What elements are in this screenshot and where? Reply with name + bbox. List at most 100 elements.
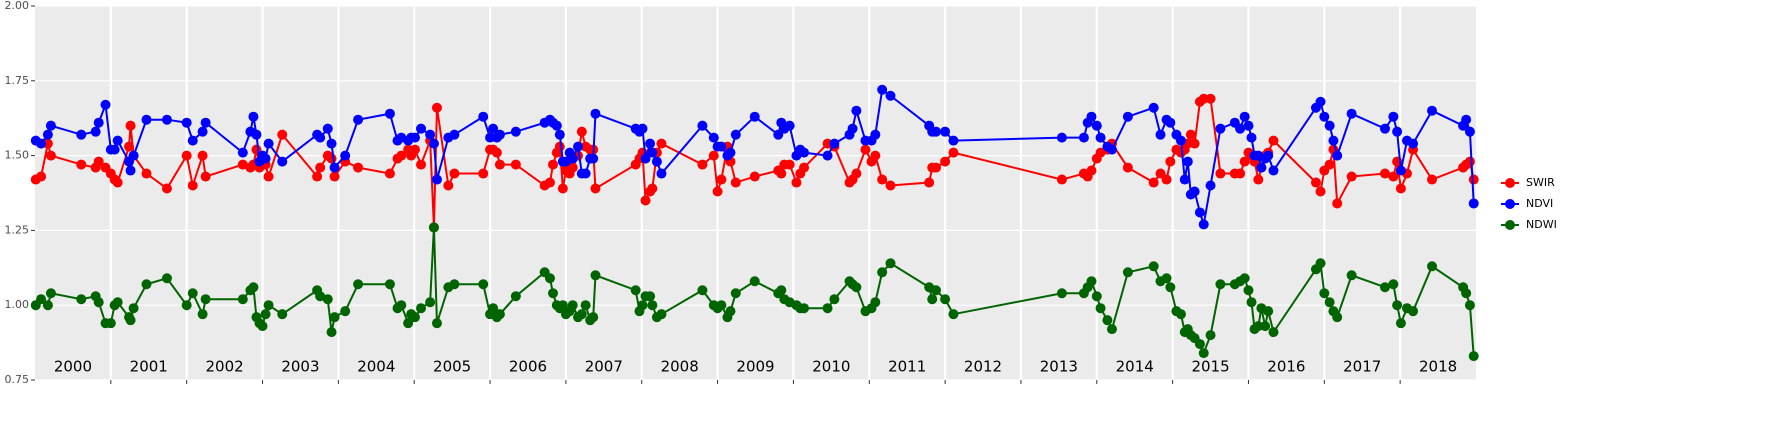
- data-point: [548, 288, 559, 299]
- data-point: [697, 120, 708, 131]
- data-point: [1165, 282, 1176, 293]
- data-point: [1260, 321, 1271, 332]
- data-point: [730, 288, 741, 299]
- data-point: [637, 300, 648, 311]
- data-point: [248, 111, 259, 122]
- data-point: [200, 294, 211, 305]
- y-tick-label: 0.75: [5, 373, 30, 386]
- data-point: [248, 282, 259, 293]
- data-point: [590, 108, 601, 119]
- data-point: [1324, 120, 1335, 131]
- data-point: [187, 180, 198, 191]
- data-point: [1161, 174, 1172, 185]
- data-point: [353, 162, 364, 173]
- data-point: [551, 120, 562, 131]
- data-point: [1315, 258, 1326, 269]
- data-point: [128, 150, 139, 161]
- data-point: [329, 171, 340, 182]
- data-point: [877, 84, 888, 95]
- data-point: [557, 183, 568, 194]
- data-point: [588, 312, 599, 323]
- data-point: [656, 168, 667, 179]
- data-point: [645, 291, 656, 302]
- year-label: 2009: [736, 358, 774, 376]
- data-point: [708, 150, 719, 161]
- data-point: [161, 183, 172, 194]
- data-point: [860, 144, 871, 155]
- data-point: [1198, 348, 1209, 359]
- data-point: [1263, 306, 1274, 317]
- data-point: [870, 297, 881, 308]
- data-point: [1468, 198, 1479, 209]
- data-point: [1392, 300, 1403, 311]
- data-point: [45, 120, 56, 131]
- data-point: [749, 171, 760, 182]
- data-point: [443, 180, 454, 191]
- data-point: [637, 123, 648, 134]
- data-point: [403, 318, 414, 329]
- data-point: [141, 168, 152, 179]
- data-point: [100, 99, 111, 110]
- data-point: [1235, 123, 1246, 134]
- data-point: [1239, 273, 1250, 284]
- data-point: [851, 282, 862, 293]
- data-point: [42, 300, 53, 311]
- data-point: [76, 159, 87, 170]
- data-point: [588, 153, 599, 164]
- data-point: [1102, 315, 1113, 326]
- legend-label: NDWI: [1526, 218, 1557, 231]
- data-point: [1332, 150, 1343, 161]
- data-point: [1091, 120, 1102, 131]
- data-point: [1189, 186, 1200, 197]
- data-point: [580, 300, 591, 311]
- data-point: [1328, 135, 1339, 146]
- data-point: [1468, 174, 1479, 185]
- data-point: [630, 285, 641, 296]
- data-point: [1235, 168, 1246, 179]
- data-point: [1346, 270, 1357, 281]
- data-point: [1215, 279, 1226, 290]
- data-point: [416, 123, 427, 134]
- data-point: [93, 156, 104, 167]
- data-point: [326, 153, 337, 164]
- data-point: [590, 183, 601, 194]
- data-point: [1179, 174, 1190, 185]
- data-point: [1165, 117, 1176, 128]
- data-point: [384, 279, 395, 290]
- data-point: [1239, 111, 1250, 122]
- data-point: [1427, 261, 1438, 272]
- data-point: [431, 102, 442, 113]
- data-point: [329, 312, 340, 323]
- data-point: [829, 294, 840, 305]
- data-point: [776, 168, 787, 179]
- data-point: [1395, 318, 1406, 329]
- data-point: [567, 300, 578, 311]
- data-point: [1315, 96, 1326, 107]
- data-point: [1194, 339, 1205, 350]
- legend-label: SWIR: [1526, 176, 1555, 189]
- data-point: [494, 129, 505, 140]
- data-point: [851, 168, 862, 179]
- data-point: [656, 309, 667, 320]
- data-point: [1395, 165, 1406, 176]
- data-point: [488, 303, 499, 314]
- data-point: [510, 291, 521, 302]
- data-point: [197, 309, 208, 320]
- data-point: [93, 117, 104, 128]
- data-point: [1332, 198, 1343, 209]
- data-point: [326, 138, 337, 149]
- data-point: [161, 114, 172, 125]
- data-point: [1268, 327, 1279, 338]
- data-point: [277, 309, 288, 320]
- data-point: [449, 168, 460, 179]
- data-point: [576, 126, 587, 137]
- data-point: [712, 186, 723, 197]
- year-label: 2008: [661, 358, 699, 376]
- data-point: [557, 300, 568, 311]
- data-point: [1246, 297, 1257, 308]
- data-point: [1346, 108, 1357, 119]
- data-point: [1239, 156, 1250, 167]
- data-point: [1078, 132, 1089, 143]
- y-tick-label: 2.00: [5, 0, 30, 12]
- data-point: [1056, 288, 1067, 299]
